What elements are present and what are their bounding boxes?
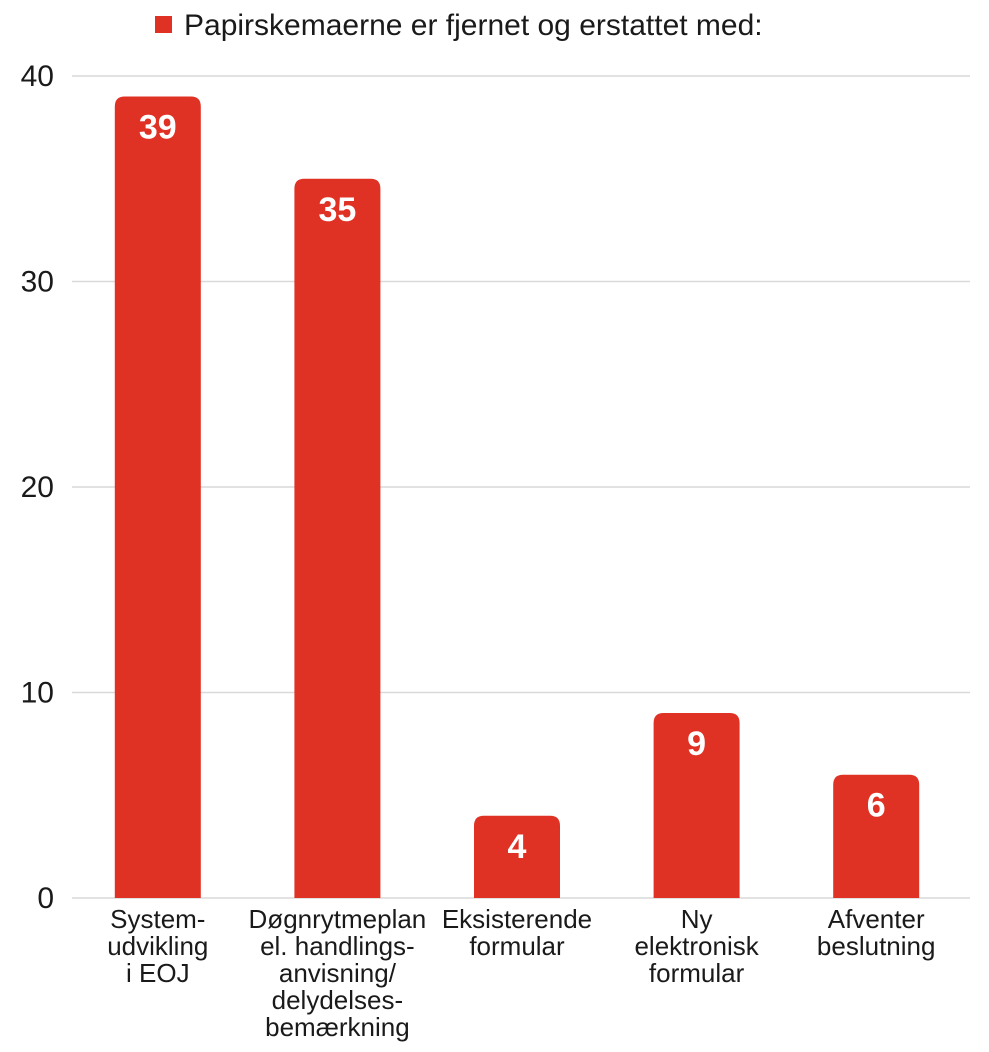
y-tick-label: 0 — [37, 882, 54, 915]
bar — [294, 178, 381, 898]
x-category-label-line: anvisning/ — [279, 958, 397, 988]
x-category-label-line: Ny — [681, 904, 713, 934]
x-category-label: Døgnrytmeplan el. handlings-anvisning/del… — [249, 904, 427, 1042]
x-category-label-line: Døgnrytmeplan — [249, 904, 427, 934]
legend-label: Papirskemaerne er fjernet og erstattet m… — [184, 9, 763, 42]
x-category-label-line: formular — [649, 958, 745, 988]
data-label: 39 — [139, 109, 177, 147]
data-labels: 39 35 4 9 6 — [139, 109, 886, 866]
y-tick-label: 10 — [21, 677, 54, 710]
data-label: 9 — [687, 725, 706, 763]
y-tick-label: 40 — [21, 60, 54, 93]
y-tick-label: 30 — [21, 266, 54, 299]
bar — [833, 774, 920, 898]
bars — [114, 96, 920, 899]
data-label: 6 — [867, 787, 886, 825]
legend-swatch — [155, 16, 172, 33]
x-category-label-line: i EOJ — [126, 958, 190, 988]
x-category-label-line: formular — [469, 931, 565, 961]
bar — [653, 713, 740, 898]
x-category-label-line: elektronisk — [634, 931, 759, 961]
gridlines — [72, 75, 970, 899]
y-axis-tick-labels: 0 10 20 30 40 — [21, 60, 54, 915]
bar — [474, 815, 560, 898]
x-category-label-line: Afventer — [828, 904, 925, 934]
x-category-label-line: delydelses- — [272, 985, 404, 1015]
x-category-label-line: udvikling — [107, 931, 208, 961]
legend: Papirskemaerne er fjernet og erstattet m… — [155, 9, 763, 42]
x-category-label: Afventer beslutning — [817, 904, 936, 961]
data-label: 35 — [318, 191, 356, 229]
data-label: 4 — [508, 828, 527, 866]
x-category-label-line: el. handlings- — [260, 931, 415, 961]
x-axis-category-labels: System-udvikling i EOJ Døgnrytmeplan el. ha… — [107, 904, 935, 1042]
x-category-label: Ny elektronisk formular — [634, 904, 759, 988]
x-category-label: Eksisterende formular — [442, 904, 592, 961]
x-category-label: System-udvikling i EOJ — [107, 904, 208, 988]
x-category-label-line: beslutning — [817, 931, 936, 961]
bar — [114, 96, 201, 899]
x-category-label-line: Eksisterende — [442, 904, 592, 934]
x-category-label-line: bemærkning — [265, 1012, 410, 1042]
x-category-label-line: System- — [110, 904, 205, 934]
y-tick-label: 20 — [21, 471, 54, 504]
